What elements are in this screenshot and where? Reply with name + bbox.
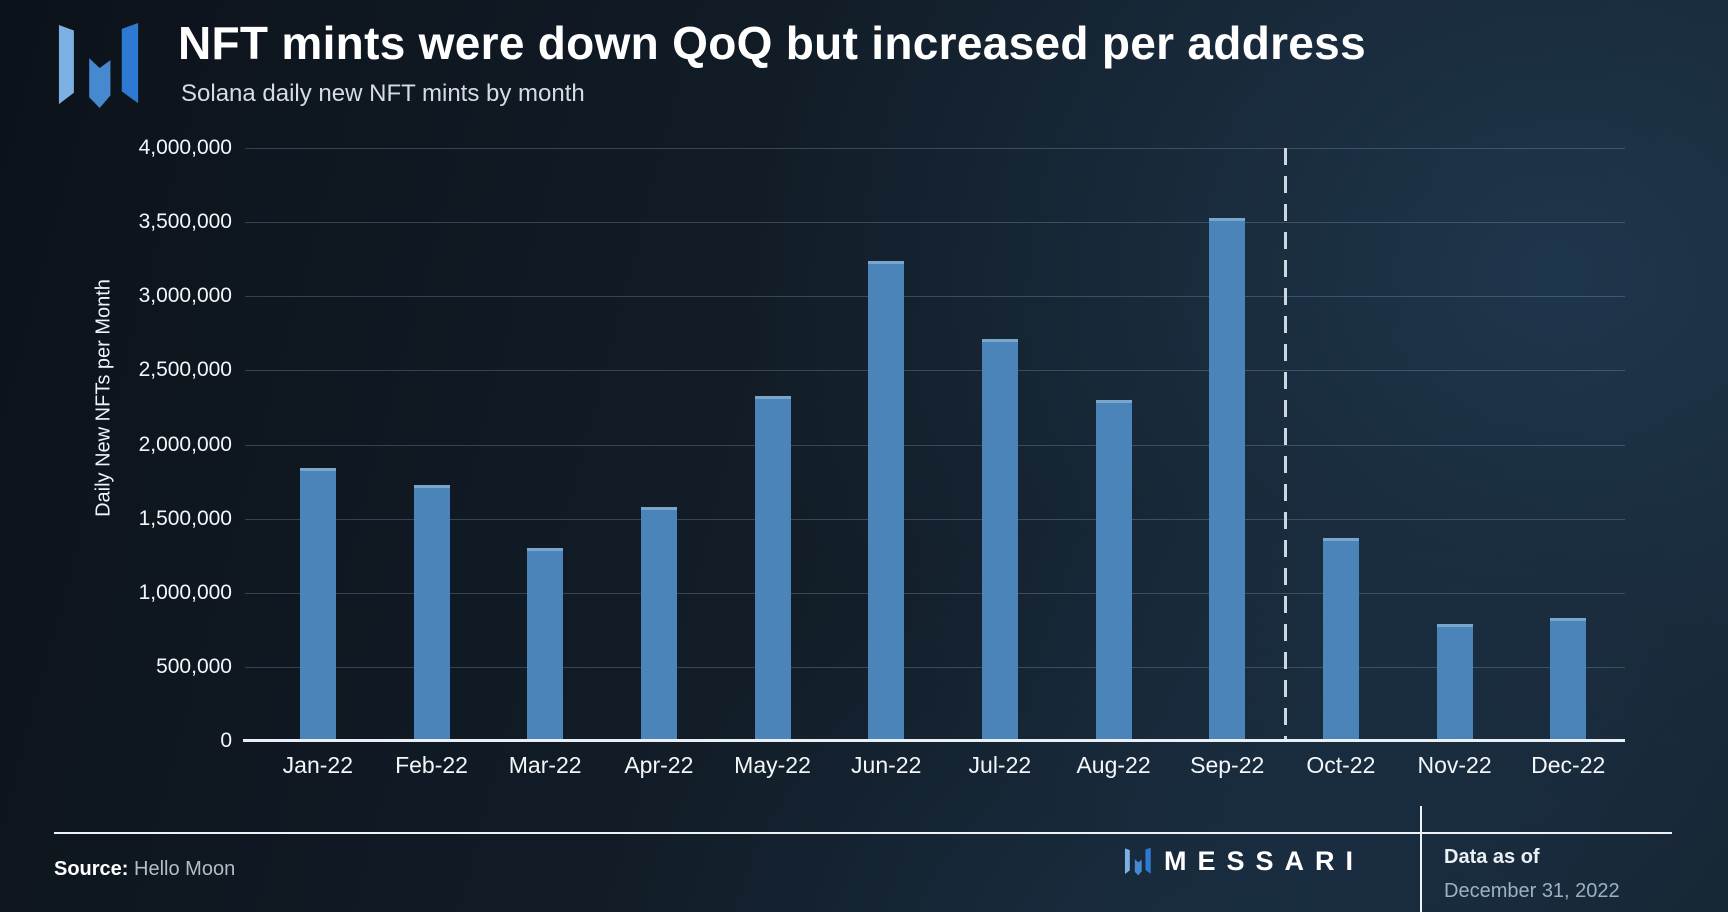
bar-dec-22 <box>1550 618 1587 741</box>
bar-slot <box>375 148 489 741</box>
x-tick-label: Oct-22 <box>1306 752 1376 778</box>
y-tick-label: 2,500,000 <box>138 358 232 382</box>
bar-slot <box>943 148 1057 741</box>
x-tick-label: Dec-22 <box>1531 752 1606 778</box>
bar-sep-22 <box>1209 218 1246 741</box>
y-tick-label: 1,500,000 <box>138 506 232 530</box>
data-as-of-value: December 31, 2022 <box>1444 880 1620 902</box>
bar-slot <box>261 148 375 741</box>
messari-brand: MESSARI <box>1124 846 1364 877</box>
source-label: Source: <box>54 858 129 880</box>
x-tick-label: Jun-22 <box>851 752 922 778</box>
messari-glyph-icon <box>1124 847 1151 875</box>
bar-oct-22 <box>1322 538 1359 741</box>
x-tick-label: Feb-22 <box>395 752 468 778</box>
bar-feb-22 <box>413 485 450 741</box>
page-subtitle: Solana daily new NFT mints by month <box>181 80 585 107</box>
bar-slot <box>1057 148 1171 741</box>
data-as-of-block: Data as of December 31, 2022 <box>1444 846 1620 903</box>
y-tick-label: 2,000,000 <box>138 432 232 456</box>
gridline <box>245 666 1625 668</box>
x-axis-tick-labels: Jan-22 Feb-22 Mar-22 Apr-22 May-22 Jun-22 Jul-… <box>261 752 1625 779</box>
page-title: NFT mints were down QoQ but increased pe… <box>178 17 1366 69</box>
plot-area <box>243 148 1625 742</box>
bar-jul-22 <box>981 339 1018 741</box>
bar-apr-22 <box>640 507 677 741</box>
bar-mar-22 <box>527 548 564 741</box>
y-tick-label: 3,500,000 <box>138 210 232 234</box>
source-note: Source: Hello Moon <box>54 858 235 881</box>
x-tick-label: May-22 <box>734 752 811 778</box>
bar-slot <box>602 148 716 741</box>
gridline <box>245 222 1625 224</box>
x-tick-label: Aug-22 <box>1076 752 1151 778</box>
bar-slot <box>716 148 830 741</box>
x-axis-line <box>243 739 1625 742</box>
gridline <box>245 370 1625 372</box>
bar-slot <box>1284 148 1398 741</box>
messari-logo-icon <box>58 23 139 109</box>
x-tick-label: Jul-22 <box>968 752 1032 778</box>
gridline <box>245 592 1625 594</box>
bar-series <box>261 148 1625 741</box>
y-tick-label: 3,000,000 <box>138 284 232 308</box>
bar-jan-22 <box>299 468 336 741</box>
footer-vertical-divider <box>1420 806 1422 912</box>
x-tick-label: Mar-22 <box>508 752 582 778</box>
y-tick-label: 1,000,000 <box>138 580 232 604</box>
quarter-separator-dashed-line <box>1284 148 1287 741</box>
bar-aug-22 <box>1095 400 1132 741</box>
x-tick-label: Sep-22 <box>1190 752 1265 778</box>
y-axis-tick-labels: 0 500,000 1,000,000 1,500,000 2,000,000 2,500… <box>0 0 232 912</box>
y-tick-label: 500,000 <box>156 654 232 678</box>
bar-slot <box>829 148 943 741</box>
bar-may-22 <box>754 396 791 741</box>
gridline <box>245 444 1625 446</box>
x-tick-label: Apr-22 <box>624 752 694 778</box>
source-name: Hello Moon <box>134 858 236 880</box>
bar-slot <box>1170 148 1284 741</box>
x-tick-label: Jan-22 <box>282 752 353 778</box>
y-tick-label: 0 <box>220 729 232 752</box>
footer-horizontal-divider <box>54 832 1672 834</box>
bar-slot <box>1398 148 1512 741</box>
bar-jun-22 <box>868 261 905 741</box>
x-tick-label: Nov-22 <box>1417 752 1492 778</box>
y-tick-label: 4,000,000 <box>138 136 232 159</box>
gridline <box>245 518 1625 520</box>
messari-wordmark: MESSARI <box>1164 846 1365 876</box>
bar-nov-22 <box>1436 624 1473 741</box>
data-as-of-label: Data as of <box>1444 846 1540 868</box>
bar-slot <box>488 148 602 741</box>
gridline <box>245 296 1625 298</box>
gridline <box>245 148 1625 149</box>
bar-slot <box>1511 148 1625 741</box>
